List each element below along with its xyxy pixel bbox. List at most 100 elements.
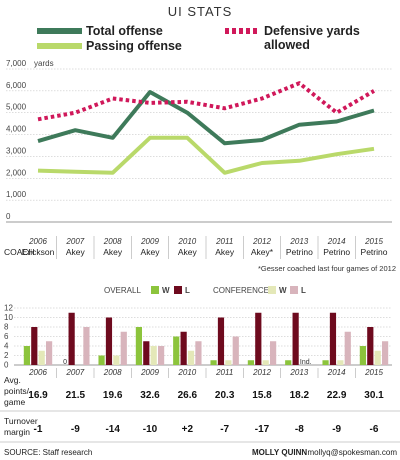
bar-conference-l-2010 [195,341,202,365]
coach-name-2012: Akey* [251,247,274,257]
bar-conference-l-2009 [158,346,165,365]
year-label-2010: 2010 [177,237,196,246]
avg-points-value-2012: 15.8 [252,390,272,401]
bar-overall-l-2013 [292,312,299,365]
turnover-margin-value-2012: -17 [255,424,270,435]
bar-overall-w-2011 [210,360,217,365]
year-label-row: 2006 2007 2008 2009 2010 2011 2012 2013 2014 2015 [28,236,383,259]
coach-name-2010: Akey [178,247,198,257]
y-tick-label: 2,000 [6,168,27,177]
bar-legend-conference-label: CONFERENCE [213,286,269,295]
line-chart-y-axis: 7,000 6,000 5,000 4,000 3,000 2,000 1,000 0 [6,59,27,221]
chart-title: UI STATS [168,4,233,19]
bar-year-label-2011: 2011 [215,368,233,377]
turnover-margin-value-2011: -7 [220,424,229,435]
series-line-passing-offense [37,135,375,175]
avg-points-value-2014: 22.9 [327,390,347,401]
bar-conference-l-2008 [120,331,127,365]
bar-y-tick-label: 4 [4,342,9,351]
line-chart-gridlines [6,68,392,223]
bar-year-label-2006: 2006 [28,368,47,377]
legend-total-offense-label: Total offense [86,24,163,38]
y-tick-label: 5,000 [6,103,27,112]
bar-overall-l-2010 [180,331,187,365]
bar-overall-l-2006 [31,327,38,365]
bar-conference-w-2009 [150,346,157,365]
turnover-margin-value-2007: -9 [71,424,80,435]
turnover-margin-value-2010: +2 [182,424,194,435]
bar-overall-l-2008 [105,317,113,365]
bar-overall-l-2015 [367,327,374,365]
series-line-defensive-yards [37,81,376,122]
bar-overall-l-2011 [217,317,225,365]
turnover-margin-value-2013: -8 [295,424,304,435]
legend-passing-offense-label: Passing offense [86,39,182,53]
bar-conference-w-2011 [225,360,232,365]
bar-year-label-2015: 2015 [364,368,383,377]
bar-y-tick-label: 12 [4,304,13,313]
avg-points-value-2013: 18.2 [290,390,310,401]
bar-conference-w-2006 [38,350,45,365]
coach-name-2011: Akey [215,247,235,257]
source-note: SOURCE: Staff research [4,448,92,457]
coach-name-2014: Petrino [323,247,350,257]
bar-year-label-2007: 2007 [65,368,84,377]
year-label-2007: 2007 [65,237,84,246]
bar-legend-conference-l-label: L [301,286,306,295]
bar-overall-l-2014 [329,312,337,365]
bar-conference-w-2010 [187,350,195,365]
bar-y-tick-label: 10 [4,313,13,322]
bar-legend-overall-w-swatch [151,286,159,294]
year-label-2012: 2012 [252,237,271,246]
coach-name-2007: Akey [66,247,86,257]
bar-overall-w-2015 [359,346,366,365]
bar-year-label-2009: 2009 [140,368,159,377]
bar-conference-l-2014 [344,331,351,365]
turnover-margin-value-2006: -1 [34,424,43,435]
bar-overall-l-2012 [255,312,262,365]
coach-name-2009: Akey [141,247,161,257]
bar-conference-w-2012 [262,360,269,365]
turnover-label-line2: margin [4,427,30,437]
coach-name-2006: Erickson [22,247,55,257]
turnover-margin-value-2014: -9 [332,424,341,435]
bar-conference-l-2007 [83,327,90,365]
turnover-margin-value-2015: -6 [370,424,379,435]
bar-y-tick-label: 0 [4,361,9,370]
bar-2007-zero-wins-label: 0 [63,359,67,366]
turnover-label-line1: Turnover [4,416,38,426]
bar-legend-overall-l-label: L [185,286,190,295]
legend-defensive-yards-label-line1: Defensive yards [264,24,360,38]
bar-chart-gridlines [14,307,392,366]
year-label-2009: 2009 [140,237,159,246]
bar-overall-l-2007 [68,312,75,365]
avg-points-value-2009: 32.6 [140,390,160,401]
bar-overall-w-2013 [285,360,292,365]
year-label-2011: 2011 [215,237,233,246]
turnover-margin-row: -1 -9 -14 -10 +2 -7 -17 -8 -9 -6 [34,424,379,435]
credit-email: mollyq@spokesman.com [308,448,398,457]
bar-conference-l-2015 [382,341,389,365]
avg-points-value-2007: 21.5 [66,390,86,401]
coach-name-2015: Petrino [361,247,388,257]
avg-points-label-line1: Avg. [4,375,21,385]
avg-points-value-2015: 30.1 [364,390,384,401]
legend-defensive-yards-label-line2: allowed [264,38,310,52]
bar-conference-w-2014 [337,360,344,365]
bar-legend-overall-w-label: W [162,286,170,295]
bar-conference-l-2006 [46,341,53,365]
series-line-total-offense [37,90,375,146]
avg-points-value-2010: 26.6 [178,390,198,401]
avg-points-label-line2: points/ [4,386,30,396]
bar-overall-w-2009 [135,327,142,365]
coach-name-2008: Akey [103,247,123,257]
bar-chart-bars [23,312,389,365]
bar-year-label-2013: 2013 [289,368,308,377]
year-label-2015: 2015 [364,237,383,246]
avg-points-value-2011: 20.3 [215,390,235,401]
coach-footnote: *Gesser coached last four games of 2012 [258,264,396,273]
coach-row: Erickson Akey Akey Akey Akey Akey Akey* Petrino… [22,247,388,257]
bar-chart-year-labels: 2006 2007 2008 2009 2010 2011 2012 2013 2014 2015 [28,368,383,378]
bar-y-tick-label: 6 [4,332,9,341]
